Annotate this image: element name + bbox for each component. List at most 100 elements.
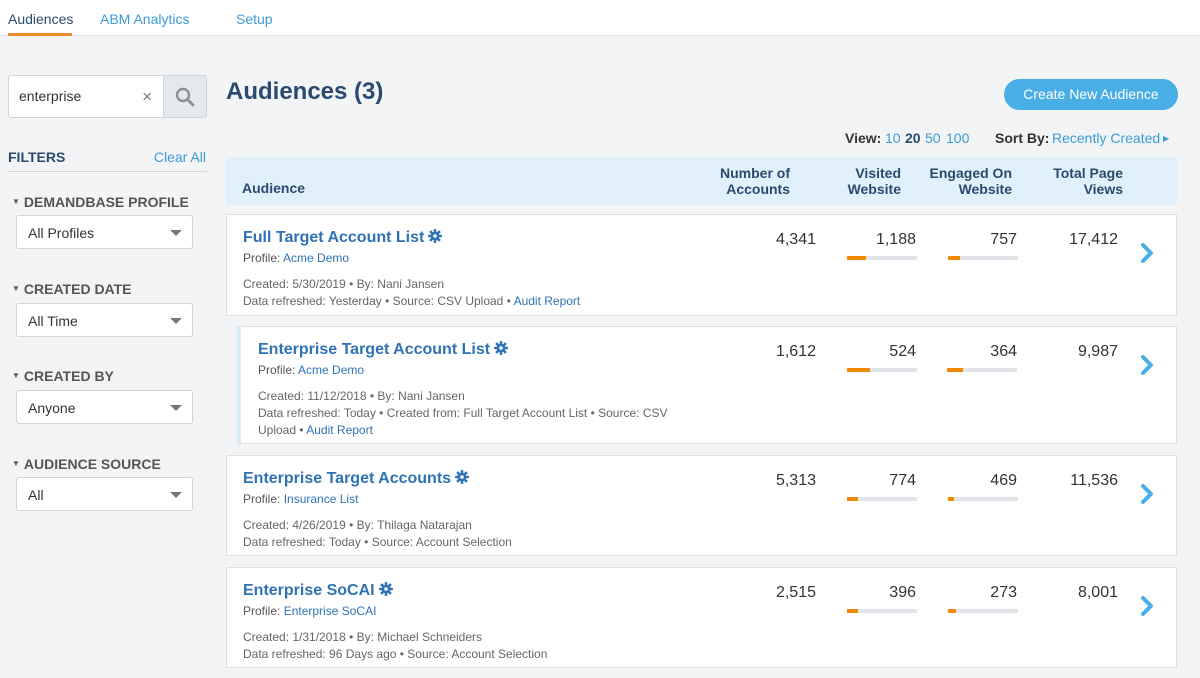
audit-report-link[interactable]: Audit Report — [513, 294, 581, 308]
header-engaged-on-website[interactable]: Engaged On Website — [929, 165, 1012, 197]
profile-info: Profile: Acme Demo — [258, 363, 365, 377]
visited-progress-bar — [847, 256, 917, 260]
tab-audiences[interactable]: Audiences — [8, 11, 74, 27]
triangle-down-icon: ▼ — [12, 371, 20, 380]
caret-down-icon — [170, 318, 182, 324]
chevron-right-icon[interactable] — [1140, 242, 1154, 264]
tab-setup[interactable]: Setup — [236, 11, 273, 27]
search-input[interactable] — [19, 88, 134, 104]
filter-label-created-date[interactable]: ▼ CREATED DATE — [12, 281, 132, 297]
row-meta: Created: 4/26/2019 • By: Thilaga Nataraj… — [243, 518, 512, 549]
filter-label-demandbase-profile[interactable]: ▼ DEMANDBASE PROFILE — [12, 194, 189, 210]
visited-progress-bar — [847, 368, 917, 372]
gear-icon[interactable] — [494, 341, 509, 355]
visited-count: 774 — [889, 472, 916, 489]
caret-down-icon — [170, 405, 182, 411]
table-row[interactable]: Enterprise Target Account List Profile: … — [237, 326, 1177, 444]
row-meta: Created: 11/12/2018 • By: Nani Jansen Da… — [258, 389, 668, 437]
created-date-select[interactable]: All Time — [16, 303, 193, 337]
clear-all-link[interactable]: Clear All — [153, 149, 206, 165]
engaged-count: 364 — [990, 343, 1017, 360]
view-option-20[interactable]: 20 — [905, 130, 921, 146]
table-row[interactable]: Full Target Account List Profile: Acme D… — [226, 214, 1177, 316]
view-option-10[interactable]: 10 — [885, 130, 901, 146]
audience-name-link[interactable]: Enterprise Target Account List — [258, 341, 509, 359]
audience-name-link[interactable]: Enterprise SoCAI — [243, 582, 393, 600]
view-option-100[interactable]: 100 — [946, 130, 970, 146]
header-visited-website[interactable]: Visited Website — [847, 165, 901, 197]
divider — [8, 171, 207, 172]
accounts-count: 1,612 — [775, 343, 816, 360]
triangle-down-icon: ▼ — [12, 284, 20, 293]
profile-info: Profile: Enterprise SoCAI — [243, 604, 377, 618]
accounts-count: 4,341 — [775, 231, 816, 248]
profile-link[interactable]: Enterprise SoCAI — [283, 604, 377, 618]
page-views-count: 9,987 — [1077, 343, 1118, 360]
clear-search-icon[interactable]: × — [142, 87, 152, 106]
filters-heading: FILTERS — [8, 149, 66, 165]
visited-progress-bar — [847, 497, 917, 501]
audience-name-link[interactable]: Full Target Account List — [243, 229, 443, 247]
engaged-progress-fill — [948, 609, 956, 613]
gear-icon[interactable] — [455, 470, 470, 484]
visited-progress-bar — [847, 609, 917, 613]
page-views-count: 17,412 — [1069, 231, 1118, 248]
visited-count: 396 — [889, 584, 916, 601]
profile-info: Profile: Acme Demo — [243, 251, 350, 265]
search-button[interactable] — [163, 75, 207, 118]
chevron-right-icon[interactable] — [1140, 483, 1154, 505]
chevron-right-icon[interactable] — [1140, 354, 1154, 376]
profile-link[interactable]: Acme Demo — [298, 363, 365, 377]
create-new-audience-button[interactable]: Create New Audience — [1004, 79, 1178, 110]
profile-link[interactable]: Insurance List — [283, 492, 359, 506]
accounts-count: 5,313 — [775, 472, 816, 489]
triangle-down-icon: ▼ — [12, 459, 20, 468]
visited-progress-fill — [847, 256, 866, 260]
filter-label-audience-source[interactable]: ▼ AUDIENCE SOURCE — [12, 456, 161, 472]
created-by-select[interactable]: Anyone — [16, 390, 193, 424]
engaged-progress-bar — [948, 609, 1018, 613]
page-title: Audiences (3) — [226, 78, 384, 105]
gear-icon[interactable] — [428, 229, 443, 243]
table-header: Audience Number of Accounts Visited Webs… — [226, 157, 1177, 205]
engaged-count: 757 — [990, 231, 1017, 248]
audit-report-link[interactable]: Audit Report — [306, 423, 373, 437]
view-option-50[interactable]: 50 — [925, 130, 941, 146]
tab-abm-analytics[interactable]: ABM Analytics — [100, 11, 190, 27]
page-views-count: 11,536 — [1070, 472, 1118, 489]
active-tab-indicator — [8, 33, 72, 36]
header-total-page-views[interactable]: Total Page Views — [1053, 165, 1123, 197]
row-meta: Created: 1/31/2018 • By: Michael Schneid… — [243, 630, 548, 661]
caret-down-icon — [170, 492, 182, 498]
table-row[interactable]: Enterprise SoCAI Profile: Enterprise SoC… — [226, 567, 1177, 668]
audience-source-select[interactable]: All — [16, 477, 193, 511]
caret-down-icon — [170, 230, 182, 236]
audience-name-link[interactable]: Enterprise Target Accounts — [243, 470, 470, 488]
sort-dropdown[interactable]: Recently Created — [1052, 130, 1161, 146]
engaged-progress-bar — [947, 368, 1017, 372]
header-audience[interactable]: Audience — [242, 180, 306, 196]
engaged-progress-bar — [948, 256, 1018, 260]
visited-progress-fill — [847, 497, 858, 501]
profile-link[interactable]: Acme Demo — [283, 251, 350, 265]
triangle-right-icon[interactable]: ▶ — [1163, 134, 1170, 143]
engaged-count: 469 — [990, 472, 1017, 489]
search-icon — [175, 87, 195, 107]
chevron-right-icon[interactable] — [1140, 595, 1154, 617]
profile-info: Profile: Insurance List — [243, 492, 359, 506]
gear-icon[interactable] — [378, 582, 393, 596]
top-nav: Audiences ABM Analytics Setup — [0, 0, 1200, 36]
filter-label-created-by[interactable]: ▼ CREATED BY — [12, 368, 114, 384]
demandbase-profile-select[interactable]: All Profiles — [16, 215, 193, 249]
engaged-progress-fill — [948, 256, 960, 260]
row-meta: Created: 5/30/2019 • By: Nani Jansen Dat… — [243, 277, 581, 308]
search-field: × — [8, 75, 163, 118]
sort-label: Sort By: — [995, 130, 1050, 146]
header-number-of-accounts[interactable]: Number of Accounts — [720, 165, 790, 197]
triangle-down-icon: ▼ — [12, 197, 20, 206]
engaged-progress-fill — [948, 497, 955, 501]
visited-progress-fill — [847, 609, 859, 613]
engaged-count: 273 — [990, 584, 1017, 601]
view-label: View: — [845, 130, 882, 146]
table-row[interactable]: Enterprise Target Accounts Profile: Insu… — [226, 455, 1177, 556]
